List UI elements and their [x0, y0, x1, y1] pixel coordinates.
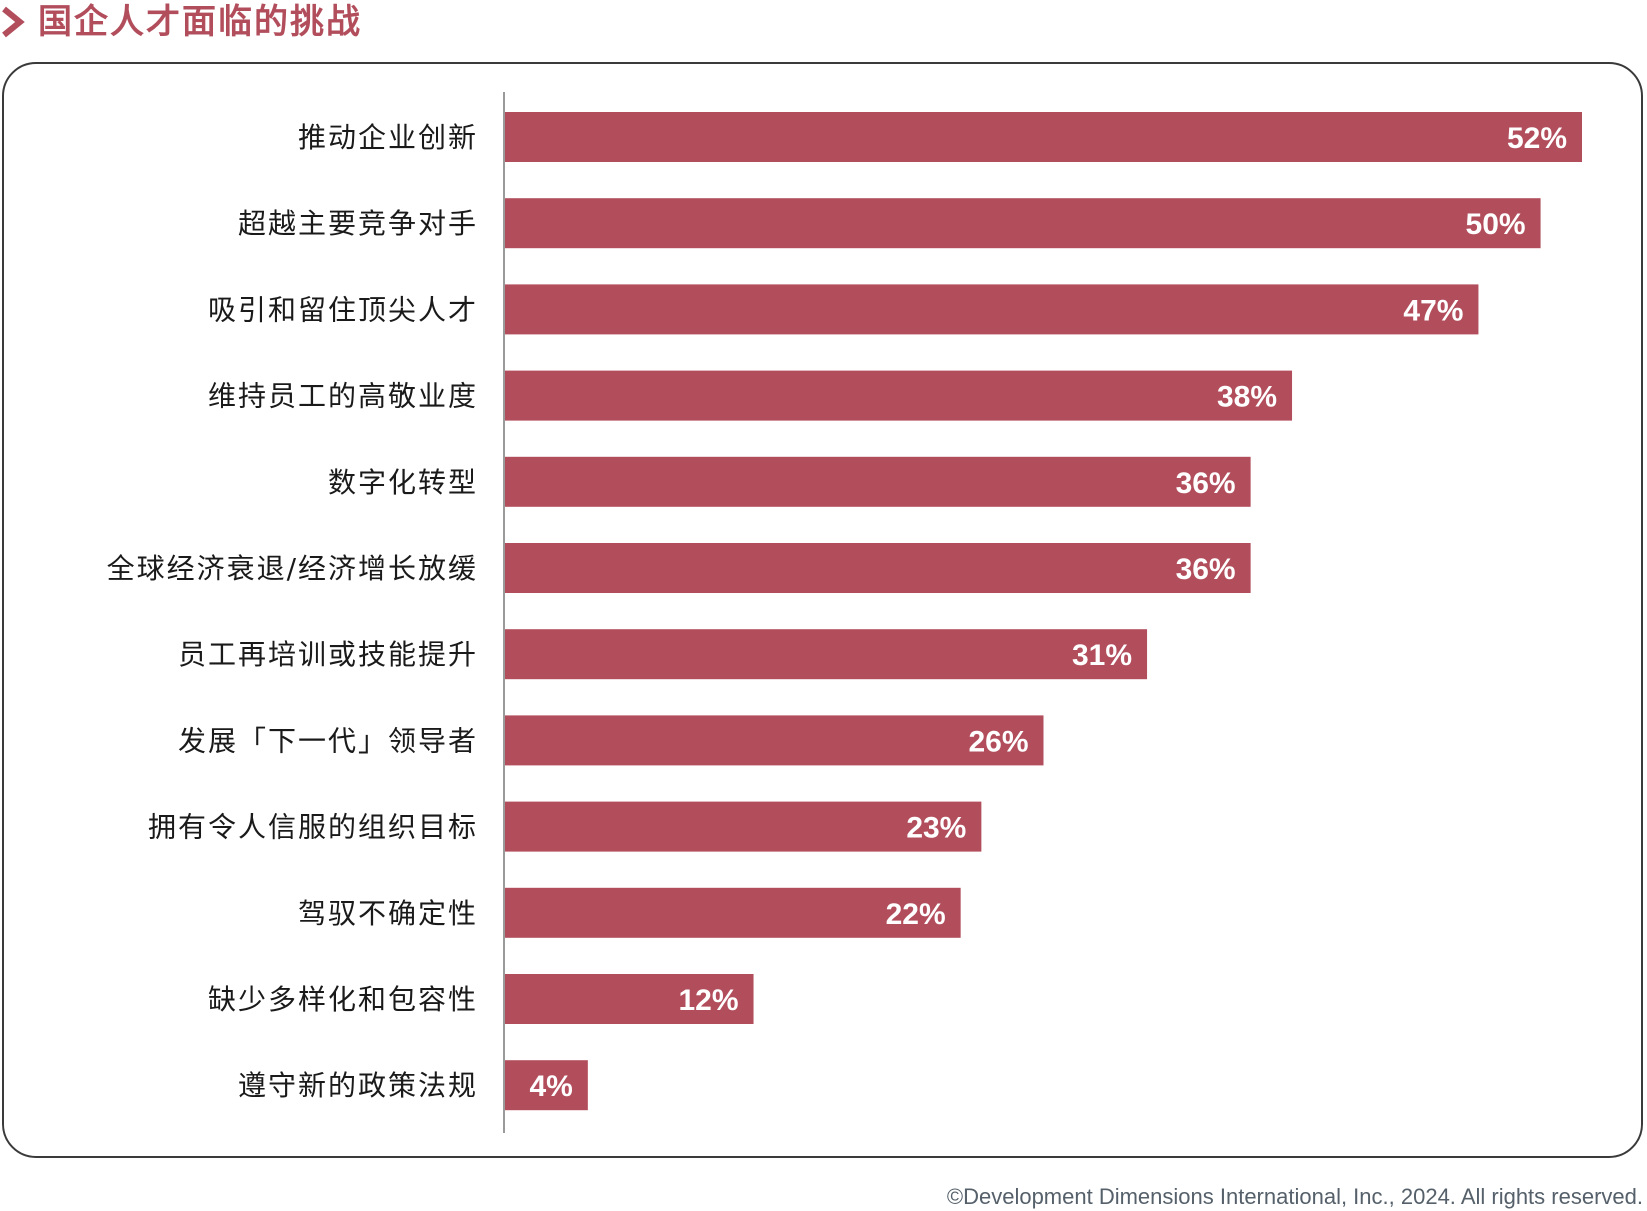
category-label: 遵守新的政策法规: [238, 1069, 478, 1102]
bar: [505, 370, 1293, 421]
bar: [505, 974, 754, 1024]
bar-value-label: 26%: [968, 725, 1028, 758]
bar: [505, 456, 1251, 507]
bar-value-label: 38%: [1217, 381, 1277, 414]
category-label: 超越主要竞争对手: [238, 207, 478, 240]
bar: [505, 198, 1541, 249]
bar-value-label: 31%: [1072, 639, 1132, 672]
bar: [505, 284, 1479, 335]
bar: [505, 1060, 588, 1111]
category-label: 发展「下一代」领导者: [178, 724, 478, 757]
bar-value-label: 50%: [1466, 208, 1526, 241]
bar: [505, 112, 1582, 162]
bar-value-label: 23%: [906, 812, 966, 845]
category-label: 全球经济衰退/经济增长放缓: [107, 552, 478, 585]
copyright-footer: ©Development Dimensions International, I…: [946, 1184, 1643, 1209]
bar-value-label: 22%: [886, 898, 946, 931]
bar: [505, 629, 1148, 680]
category-label: 数字化转型: [328, 466, 478, 499]
bar-value-label: 36%: [1176, 467, 1236, 500]
bar: [505, 887, 961, 938]
bar-value-label: 36%: [1176, 553, 1236, 586]
page-title: 国企人才面临的挑战: [38, 2, 362, 42]
category-label: 员工再培训或技能提升: [178, 638, 478, 671]
bar: [505, 801, 982, 852]
category-label: 推动企业创新: [298, 121, 478, 154]
chevron-right-icon: [2, 6, 25, 38]
title-row: 国企人才面临的挑战: [0, 0, 362, 44]
category-label: 驾驭不确定性: [298, 897, 478, 930]
bar: [505, 543, 1251, 593]
bar-value-label: 52%: [1507, 122, 1567, 155]
category-label: 拥有令人信服的组织目标: [148, 811, 478, 844]
bar-value-label: 12%: [678, 984, 738, 1017]
category-label: 吸引和留住顶尖人才: [208, 293, 478, 326]
category-label: 维持员工的高敬业度: [208, 380, 478, 413]
category-label: 缺少多样化和包容性: [208, 983, 478, 1016]
bar-value-label: 4%: [529, 1070, 572, 1103]
bar: [505, 715, 1044, 766]
bar-value-label: 47%: [1403, 294, 1463, 327]
